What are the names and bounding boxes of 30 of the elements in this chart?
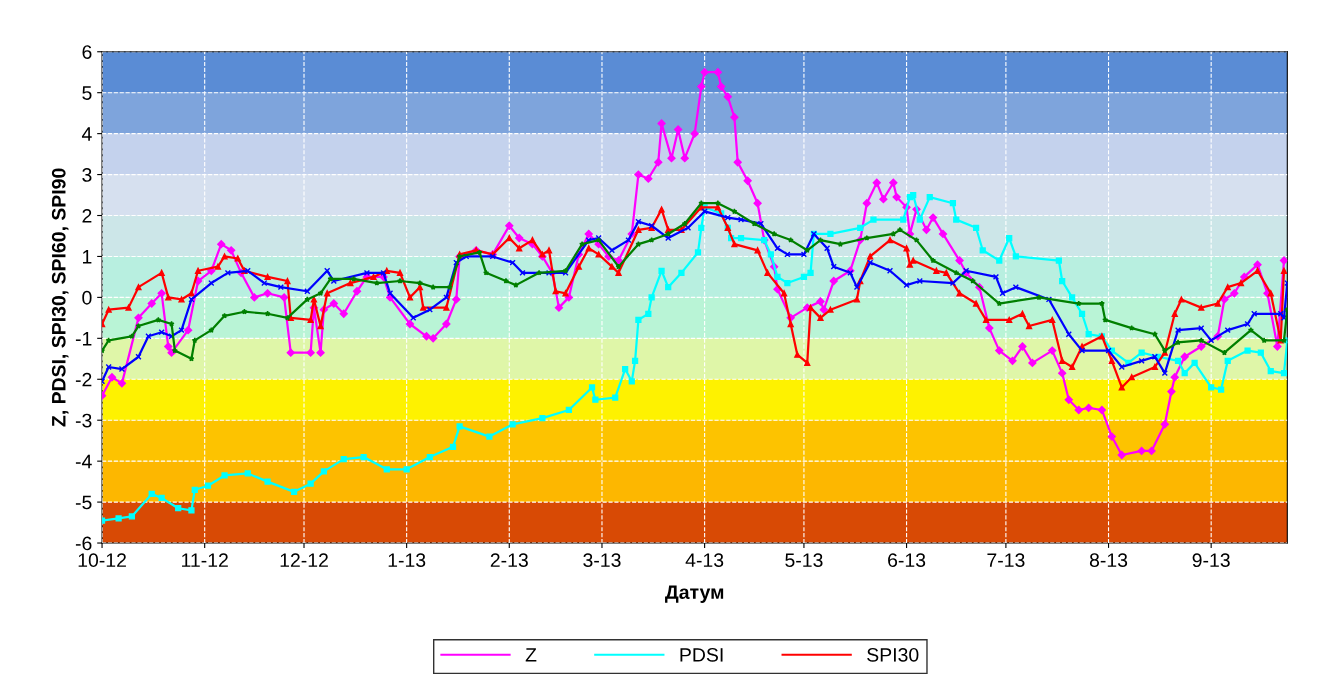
x-tick-label: 2-13	[490, 553, 528, 568]
x-tick-label: 10-12	[78, 553, 126, 568]
x-tick-label: 12-12	[280, 553, 328, 567]
legend-label: SPI30	[867, 647, 919, 662]
x-axis-title: Датум	[665, 585, 724, 603]
y-tick-label: 5	[82, 86, 92, 100]
y-tick-label: -2	[75, 372, 92, 387]
legend-label: Z	[525, 648, 537, 662]
y-tick-label: -4	[75, 454, 92, 469]
y-axis-title: Z, PDSI, SPI30, SPI60, SPI90	[51, 168, 69, 427]
x-tick-label: 5-13	[785, 553, 823, 568]
y-tick-label: 1	[83, 250, 92, 264]
y-tick-label: 3	[82, 168, 92, 182]
x-tick-label: 9-13	[1192, 553, 1230, 568]
x-tick-label: 1-13	[388, 553, 426, 568]
y-tick-label: -6	[75, 536, 92, 551]
x-tick-label: 8-13	[1089, 553, 1128, 568]
y-tick-label: 2	[82, 208, 92, 223]
x-tick-label: 4-13	[685, 553, 724, 568]
x-tick-label: 6-13	[888, 553, 926, 568]
x-tick-label: 7-13	[987, 553, 1025, 568]
y-tick-label: 4	[81, 127, 92, 141]
y-tick-label: 0	[82, 290, 92, 305]
y-tick-label: -1	[75, 332, 92, 346]
y-tick-label: -3	[75, 413, 92, 428]
y-tick-label: 6	[82, 45, 92, 59]
y-tick-label: -5	[75, 495, 92, 510]
legend-label: PDSI	[680, 647, 723, 662]
x-tick-label: 3-13	[583, 553, 621, 568]
x-tick-label: 11-12	[182, 553, 228, 567]
